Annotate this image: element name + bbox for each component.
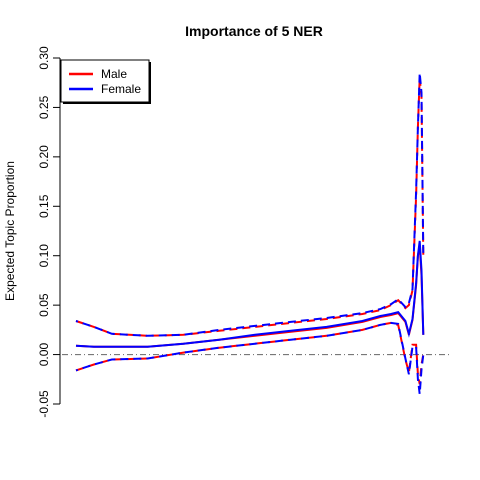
series-female-upper-ci	[76, 73, 423, 336]
series-layer	[76, 73, 423, 394]
y-tick-label: 0.05	[37, 293, 51, 317]
series-female-mean	[76, 241, 423, 347]
y-tick-label: 0.10	[37, 244, 51, 268]
y-tick-label: 0.00	[37, 343, 51, 367]
series-male	[76, 78, 423, 384]
legend-label-male: Male	[101, 67, 127, 81]
series-female-lower-ci	[76, 323, 423, 394]
y-axis: -0.05 0.00 0.05 0.10 0.15 0.20 0.25 0.30	[37, 46, 60, 418]
y-tick-label: -0.05	[37, 390, 51, 418]
series-male-mean	[76, 246, 423, 347]
y-axis-label: Expected Topic Proportion	[3, 161, 17, 301]
y-tick-label: 0.30	[37, 46, 51, 70]
y-tick-label: 0.25	[37, 95, 51, 119]
chart-title: Importance of 5 NER	[185, 23, 323, 39]
y-tick-label: 0.15	[37, 194, 51, 218]
series-male-upper-ci	[76, 78, 423, 336]
series-male-lower-ci	[76, 323, 423, 384]
legend-label-female: Female	[101, 82, 141, 96]
y-tick-label: 0.20	[37, 145, 51, 169]
series-female	[76, 73, 423, 394]
